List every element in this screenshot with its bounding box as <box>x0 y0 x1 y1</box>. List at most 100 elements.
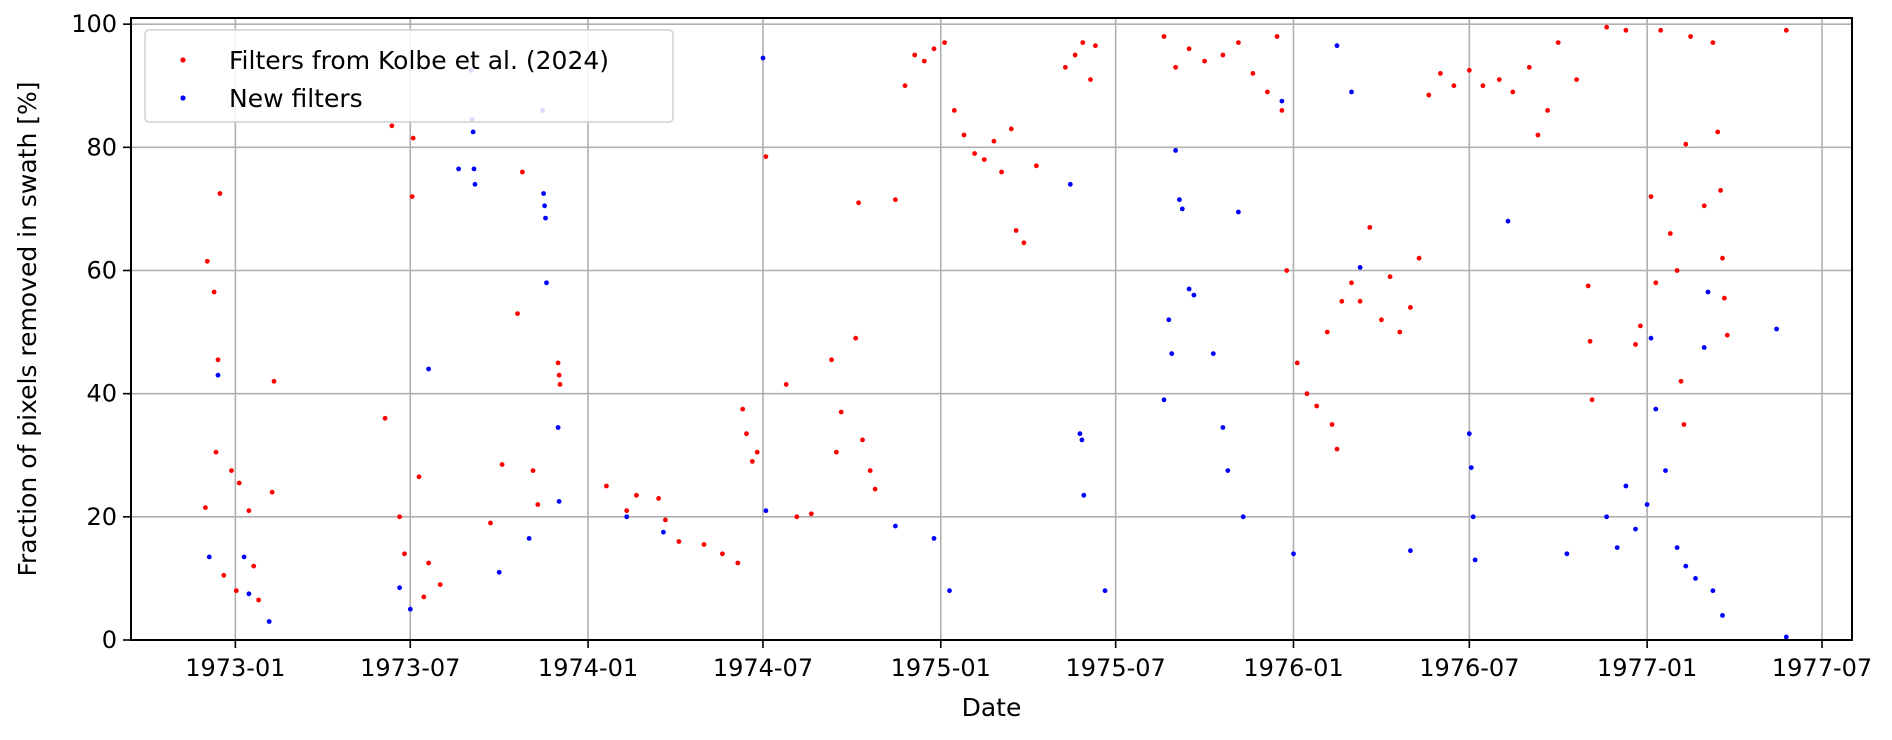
data-point <box>1088 77 1093 82</box>
data-point <box>1574 77 1579 82</box>
data-point <box>1349 89 1354 95</box>
data-point <box>1724 332 1730 338</box>
data-point <box>1294 360 1300 366</box>
data-point <box>1324 329 1330 335</box>
data-point <box>1693 576 1698 581</box>
data-point <box>515 311 520 316</box>
data-point <box>1653 280 1659 286</box>
data-point <box>488 520 493 526</box>
x-tick-label: 1975-01 <box>891 654 991 682</box>
data-point <box>402 551 407 557</box>
data-point <box>999 169 1004 175</box>
data-point <box>543 215 548 221</box>
data-point <box>1279 98 1285 104</box>
data-point <box>1526 64 1532 70</box>
data-point <box>701 542 707 547</box>
data-point <box>1710 588 1716 594</box>
data-point <box>1220 52 1226 58</box>
data-point <box>1408 548 1413 554</box>
data-point <box>1240 514 1246 520</box>
data-point <box>856 200 861 206</box>
data-point <box>1710 40 1716 45</box>
data-point <box>754 449 760 455</box>
data-point <box>1067 181 1073 187</box>
data-point <box>744 431 749 437</box>
data-point <box>1658 27 1664 33</box>
data-point <box>456 166 461 172</box>
data-point <box>1674 268 1680 273</box>
data-point <box>555 425 561 430</box>
x-tick-label: 1973-01 <box>185 654 285 682</box>
data-point <box>1102 588 1108 594</box>
data-point <box>426 366 431 372</box>
data-point <box>409 194 415 200</box>
data-point <box>760 55 766 61</box>
data-point <box>541 191 546 196</box>
data-point <box>1397 329 1403 335</box>
y-tick-label: 60 <box>86 256 117 284</box>
data-point <box>1210 351 1216 356</box>
data-point <box>624 508 630 514</box>
data-point <box>1451 83 1457 89</box>
data-point <box>1186 286 1192 292</box>
data-point <box>246 508 252 514</box>
data-point <box>410 135 416 141</box>
data-point <box>526 536 532 541</box>
data-point <box>663 517 668 523</box>
data-point <box>1535 132 1541 138</box>
data-point <box>266 619 272 624</box>
data-point <box>211 289 217 295</box>
data-point <box>269 489 275 495</box>
y-tick-label: 40 <box>86 380 117 408</box>
data-point <box>972 151 977 156</box>
data-point <box>1166 317 1172 323</box>
data-point <box>1177 197 1182 203</box>
data-point <box>1081 492 1087 498</box>
data-point <box>1265 89 1270 95</box>
data-point <box>1648 335 1654 341</box>
data-point <box>1191 292 1197 298</box>
ticks-layer: 1973-01 1973-07 1974-01 1974-07 1975-01 1975-… <box>71 10 1872 682</box>
data-point <box>1202 58 1207 64</box>
data-point <box>556 499 562 504</box>
data-point <box>520 169 525 175</box>
data-point <box>1387 274 1393 280</box>
data-point <box>1783 634 1789 640</box>
data-point <box>991 138 997 144</box>
data-point <box>499 462 505 467</box>
data-point <box>1468 465 1474 470</box>
data-point <box>1173 148 1178 153</box>
data-point <box>1604 24 1609 30</box>
legend-marker-blue <box>180 95 186 101</box>
data-point <box>624 514 630 520</box>
data-point <box>1438 71 1443 76</box>
data-point <box>1683 563 1689 569</box>
data-point <box>1774 326 1779 332</box>
data-point <box>1555 40 1561 45</box>
legend: Filters from Kolbe et al. (2024) New fil… <box>144 29 674 123</box>
data-point <box>951 108 957 113</box>
data-point <box>203 505 208 510</box>
data-point <box>229 468 234 473</box>
data-point <box>215 372 221 378</box>
data-point <box>530 468 536 473</box>
data-point <box>1013 228 1019 233</box>
data-point <box>1408 305 1413 310</box>
data-point <box>1079 437 1085 443</box>
data-point <box>426 560 431 566</box>
data-point <box>1545 108 1550 113</box>
data-point <box>544 280 549 286</box>
data-point <box>676 539 682 544</box>
data-point <box>241 554 247 560</box>
data-point <box>749 459 755 464</box>
data-point <box>1466 67 1472 73</box>
data-point <box>542 203 547 209</box>
data-point <box>838 409 844 415</box>
data-point <box>1349 280 1354 286</box>
data-point <box>1367 225 1373 230</box>
data-point <box>763 508 769 514</box>
data-point <box>1236 209 1241 215</box>
data-point <box>1653 406 1659 412</box>
y-tick-label: 20 <box>86 503 117 531</box>
